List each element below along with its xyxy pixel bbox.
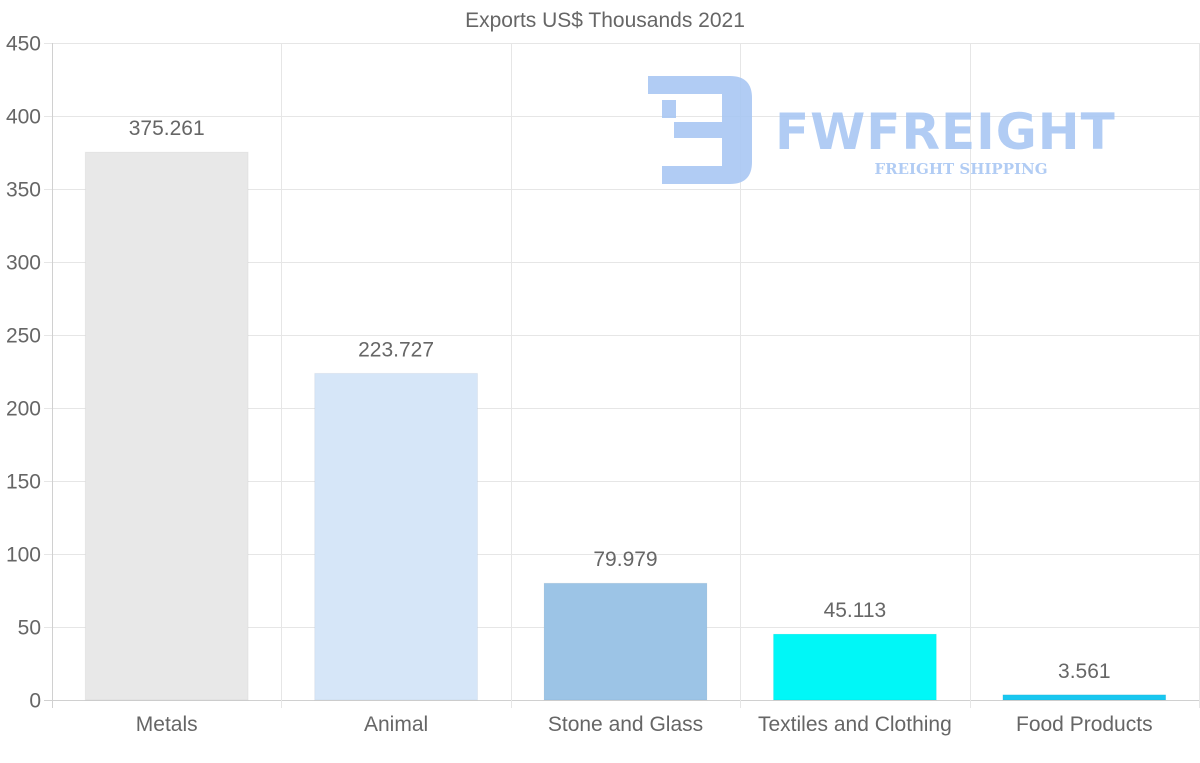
- y-tick-label: 250: [6, 325, 41, 348]
- watermark: FWFREIGHT FREIGHT SHIPPING: [648, 76, 1116, 184]
- bar-textiles-and-clothing[interactable]: [772, 633, 937, 701]
- value-label: 79.979: [593, 548, 657, 571]
- y-tick-label: 400: [6, 106, 41, 129]
- value-label: 3.561: [1058, 660, 1111, 683]
- labels-layer: 0 50 100 150 200 250 300 350 400 450 375.261 Metals…: [6, 33, 1153, 737]
- y-tick-label: 200: [6, 398, 41, 421]
- y-tick-label: 150: [6, 471, 41, 494]
- y-tick-label: 450: [6, 33, 41, 56]
- y-tick-label: 50: [18, 617, 41, 640]
- x-tick-label: Textiles and Clothing: [758, 713, 952, 736]
- watermark-brand: FWFREIGHT: [775, 103, 1116, 161]
- bar-stone-and-glass[interactable]: [543, 582, 708, 701]
- y-tick-label: 350: [6, 179, 41, 202]
- x-tick-label: Metals: [136, 713, 198, 736]
- fw-logo-icon: [648, 76, 752, 184]
- watermark-tagline: FREIGHT SHIPPING: [874, 160, 1047, 178]
- value-label: 223.727: [358, 338, 434, 361]
- x-tick-label: Stone and Glass: [548, 713, 703, 736]
- y-tick-label: 0: [29, 690, 41, 713]
- bar-food-products[interactable]: [1002, 694, 1167, 701]
- bar-metals[interactable]: [84, 151, 249, 701]
- y-tick-label: 300: [6, 252, 41, 275]
- x-tick-label: Animal: [364, 713, 428, 736]
- chart-title: Exports US$ Thousands 2021: [465, 9, 745, 32]
- value-label: 45.113: [824, 599, 887, 622]
- bars-layer: [84, 151, 1167, 701]
- x-tick-label: Food Products: [1016, 713, 1153, 736]
- value-label: 375.261: [129, 117, 205, 140]
- y-tick-label: 100: [6, 544, 41, 567]
- bar-animal[interactable]: [314, 372, 479, 701]
